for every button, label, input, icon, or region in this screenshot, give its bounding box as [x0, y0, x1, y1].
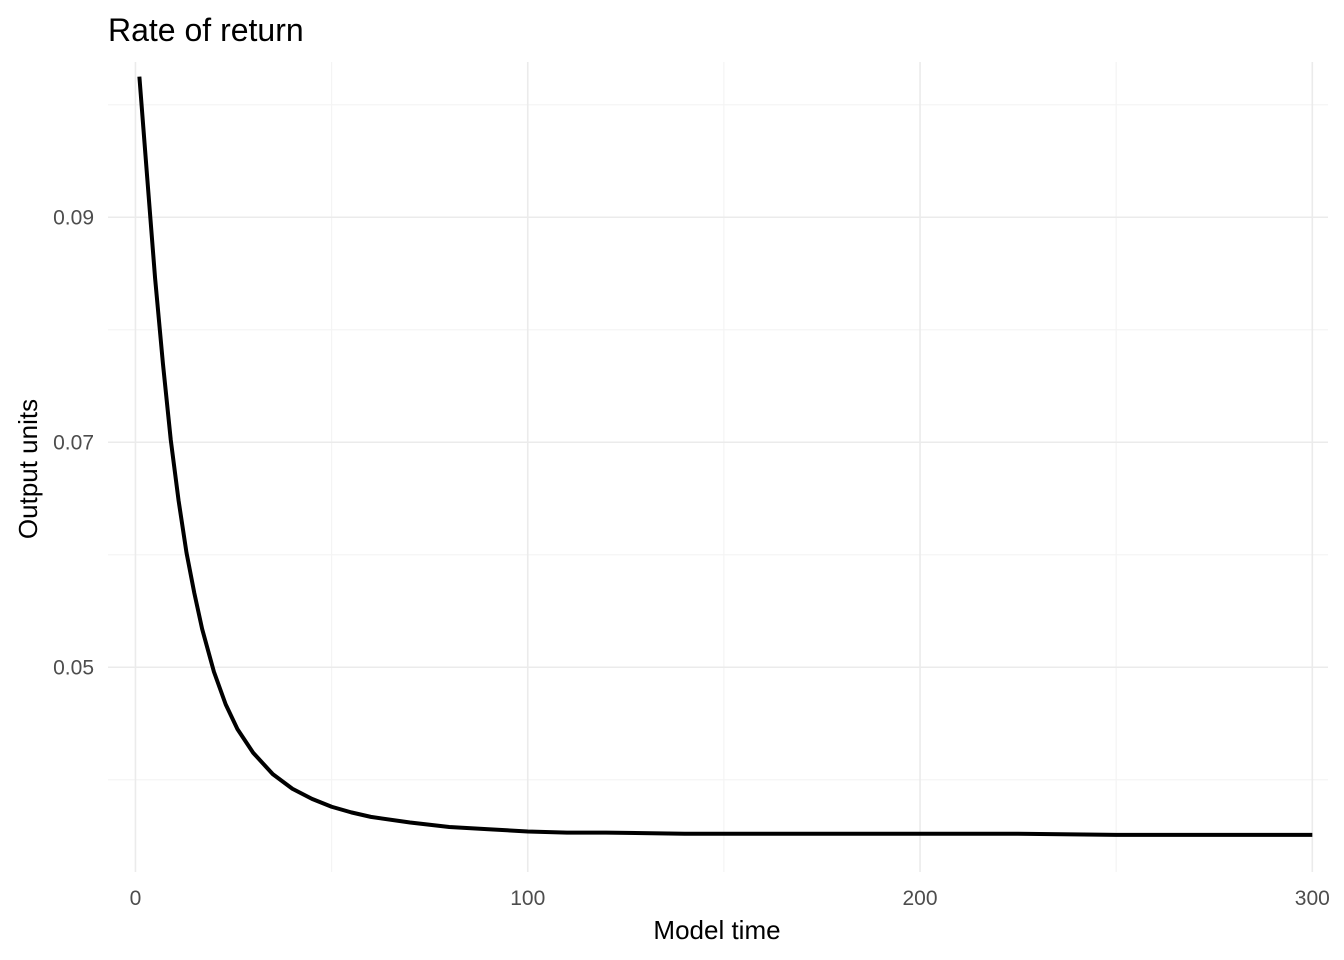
chart-title: Rate of return	[108, 12, 304, 48]
y-tick-label: 0.05	[53, 656, 94, 679]
x-axis-label: Model time	[653, 915, 780, 945]
x-tick-label: 100	[510, 887, 545, 910]
y-axis-ticks: 0.05 0.07 0.09	[53, 206, 94, 679]
x-tick-label: 0	[130, 887, 142, 910]
y-tick-label: 0.07	[53, 431, 94, 454]
series-layer	[137, 76, 1313, 837]
major-gridlines	[108, 62, 1328, 872]
x-axis-ticks: 0 100 200 300	[130, 887, 1330, 910]
series-line	[137, 76, 1313, 837]
minor-gridlines	[108, 62, 1328, 872]
x-tick-label: 200	[903, 887, 938, 910]
y-tick-label: 0.09	[53, 206, 94, 229]
x-tick-label: 300	[1295, 887, 1330, 910]
y-axis-label: Output units	[13, 399, 43, 539]
